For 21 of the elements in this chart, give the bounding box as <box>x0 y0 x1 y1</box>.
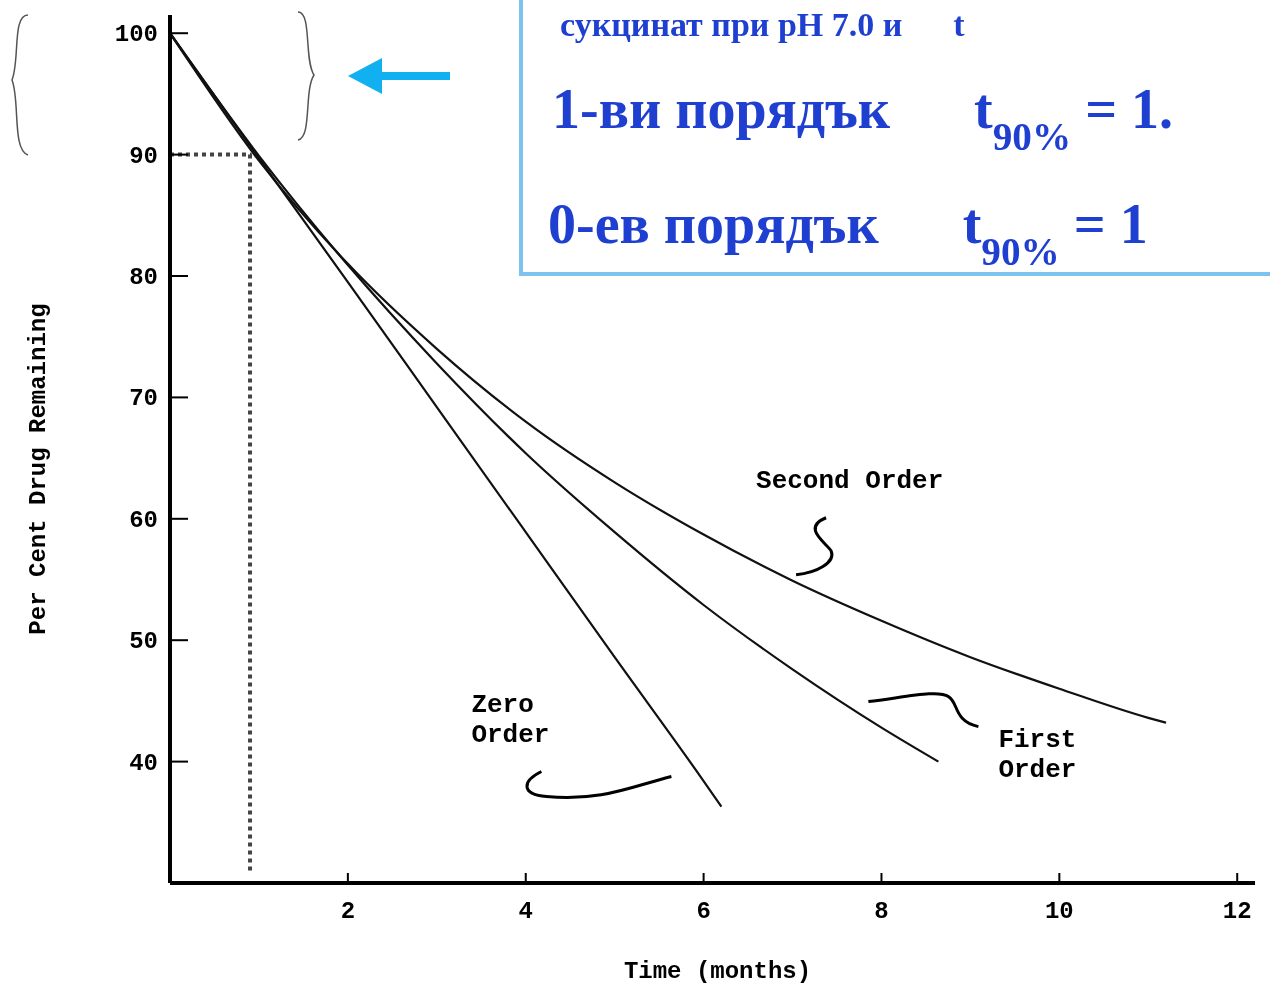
y-axis-title: Per Cent Drug Remaining <box>25 303 52 635</box>
y-tick-label: 90 <box>129 142 158 170</box>
text: First Order <box>998 724 1077 785</box>
x-tick-label: 2 <box>340 898 356 925</box>
y-tick-label: 70 <box>129 385 158 413</box>
y-tick-label: 100 <box>114 21 158 49</box>
y-tick-label: 60 <box>129 506 158 534</box>
annotation: 1-ви порядък t$_{90%}$ = 1. <box>552 78 1174 158</box>
x-axis-title: Time (months) <box>623 958 812 984</box>
annotation: 0-ев порядък t$_{90%}$ = 1 <box>548 193 1148 273</box>
x-tick-label: 4 <box>518 898 533 925</box>
annotation: сукцинат при pH 7.0 и t <box>560 6 966 43</box>
x-tick-label: 8 <box>874 898 889 925</box>
text: Zero Order <box>471 689 550 750</box>
y-tick-label: 50 <box>129 628 158 656</box>
x-tick-label: 10 <box>1044 898 1074 925</box>
text: Second Order <box>756 465 944 496</box>
y-tick-label: 40 <box>129 749 158 777</box>
y-tick-label: 80 <box>129 264 158 292</box>
x-tick-label: 6 <box>696 898 711 925</box>
x-tick-label: 12 <box>1222 898 1252 925</box>
